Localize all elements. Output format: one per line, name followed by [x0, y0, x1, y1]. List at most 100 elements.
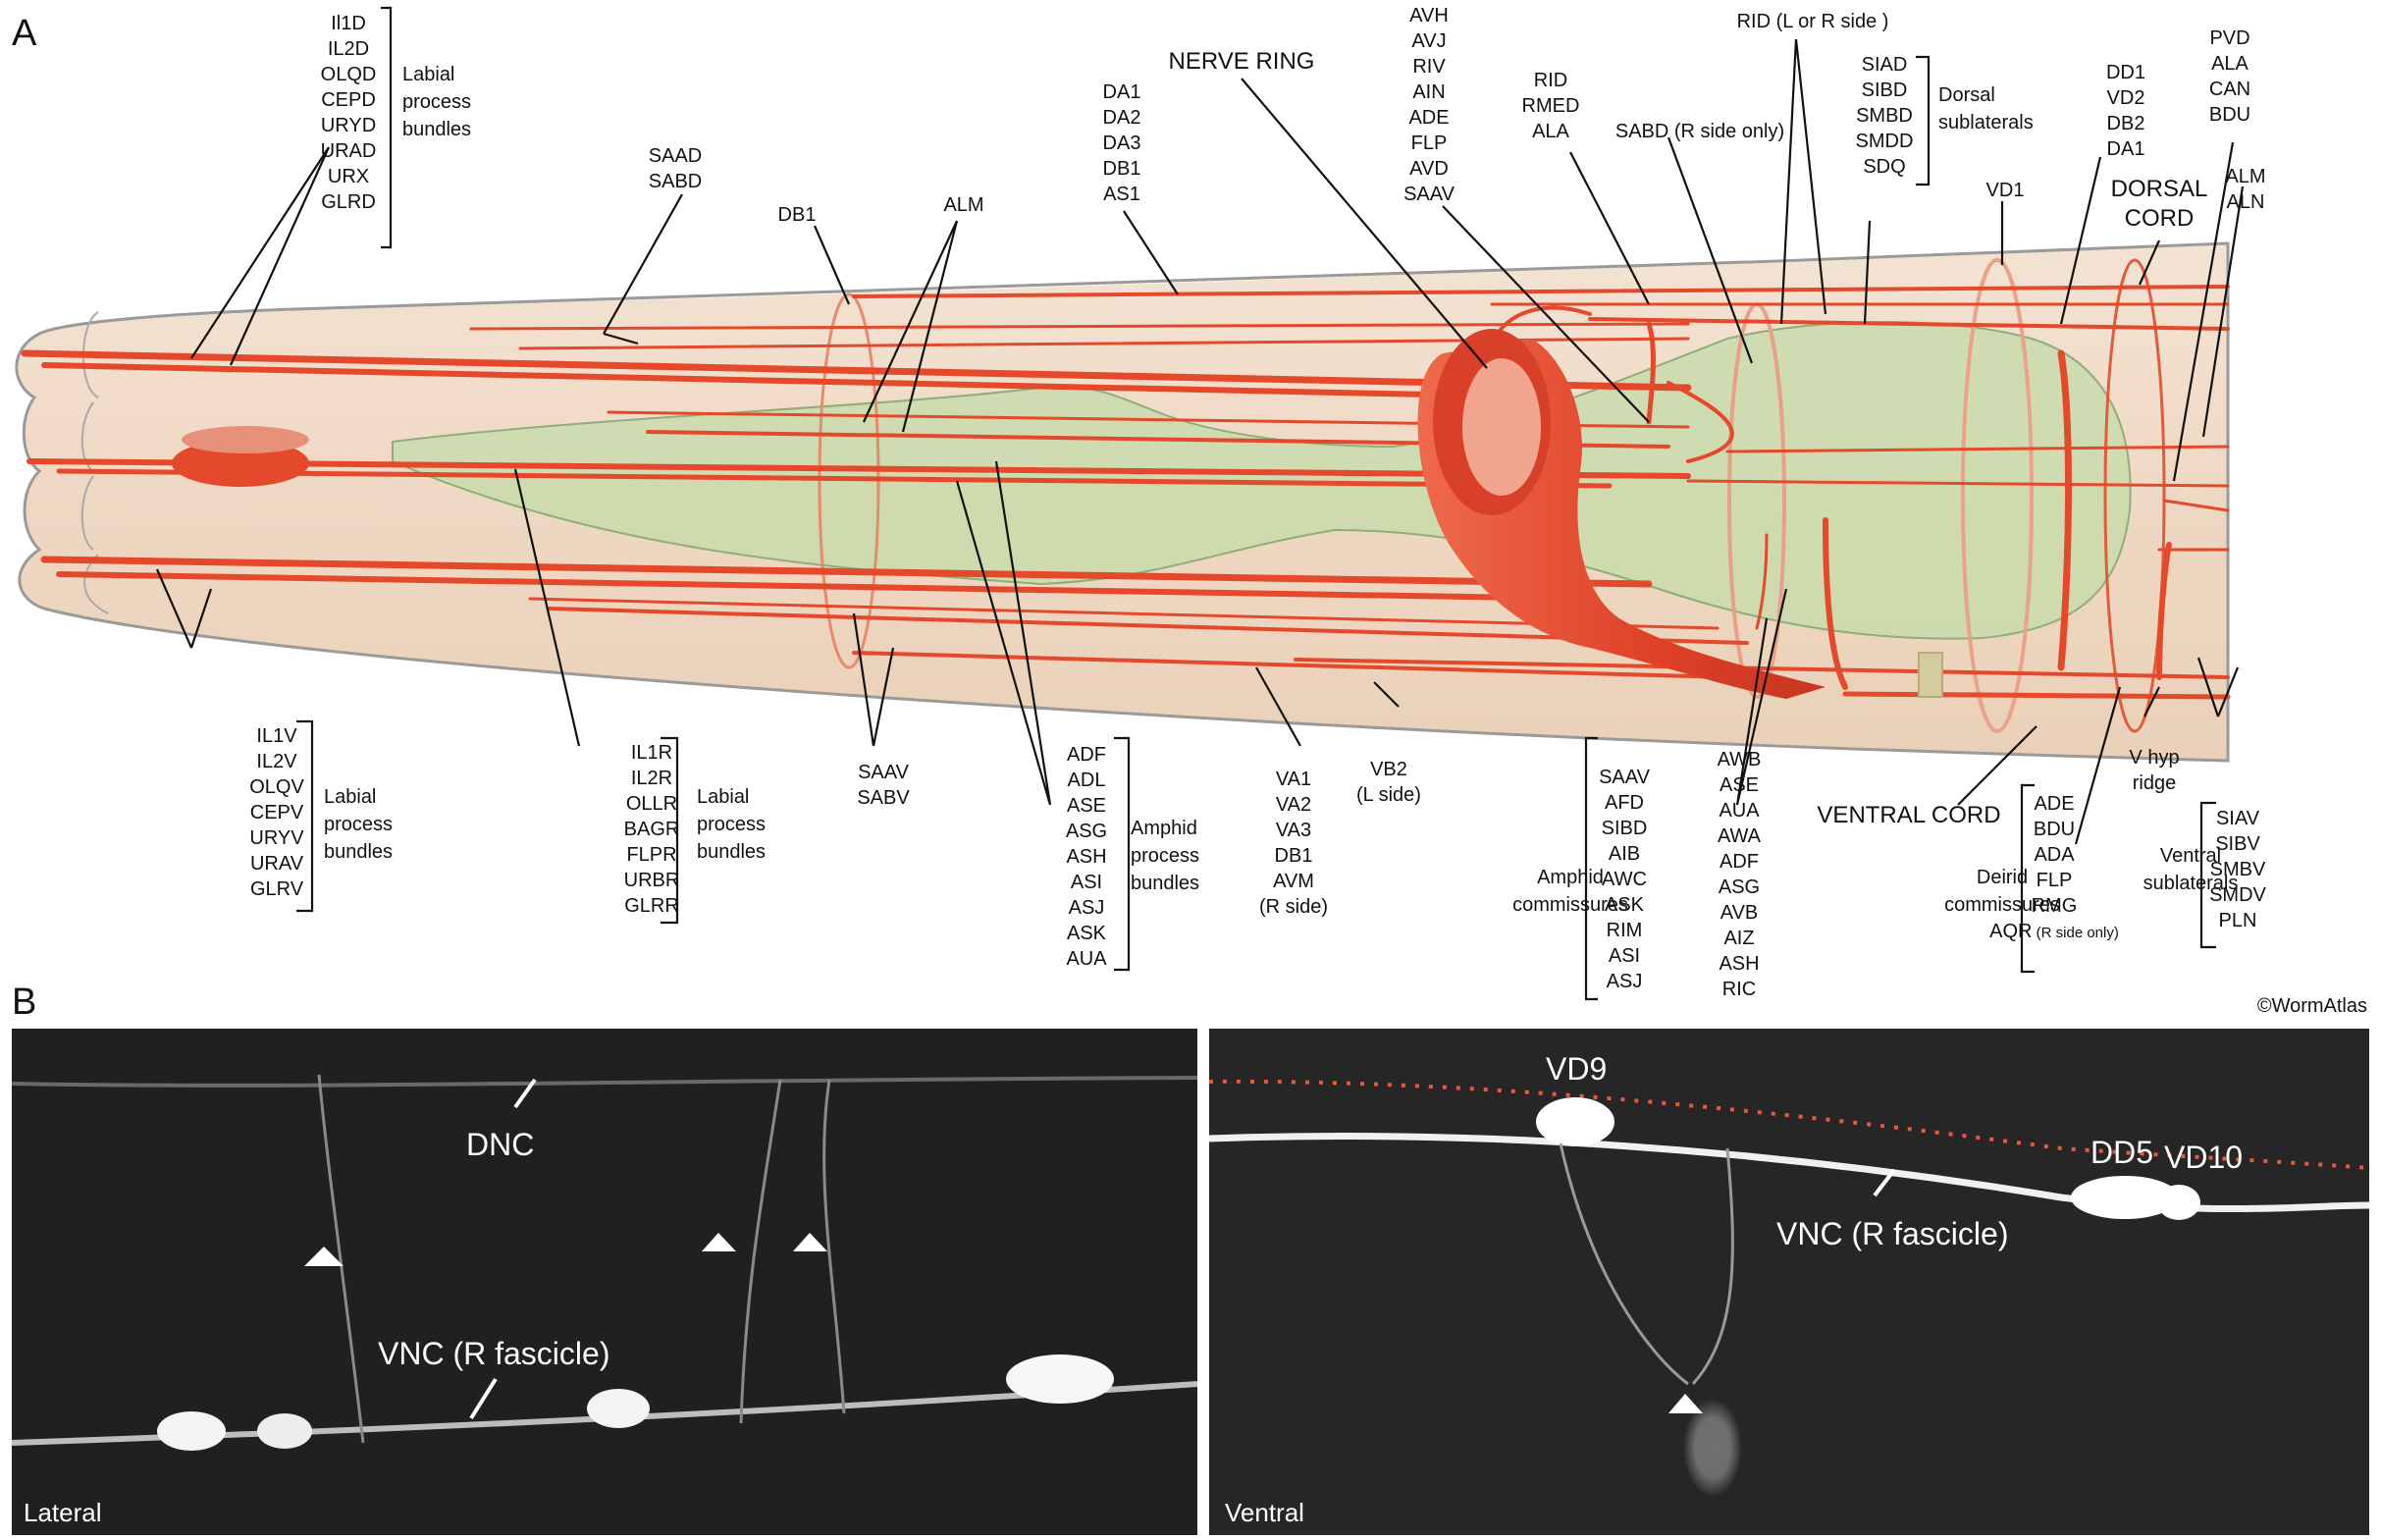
- leader-lines: [155, 38, 2245, 845]
- label-deirid-5: AQR (R side only): [1989, 921, 2119, 942]
- label-dorsal-sublaterals-2: SMBD: [1856, 105, 1913, 127]
- caption-ventral-sublaterals-1: sublaterals: [2143, 873, 2239, 894]
- label-avh-group-2: RIV: [1412, 56, 1446, 78]
- label-deirid-4: RMG: [2032, 895, 2078, 917]
- arrowhead-4: [1668, 1394, 1703, 1413]
- caption-labial-dorsal-1: process: [402, 91, 471, 113]
- label-amphid-process-1: ADL: [1068, 770, 1106, 791]
- label-dd1-group-3: DA1: [2107, 138, 2145, 160]
- panel-b-letter: B: [12, 982, 36, 1023]
- copyright: ©WormAtlas: [2257, 995, 2367, 1017]
- label-da-group-3: DB1: [1103, 158, 1141, 180]
- label-labial-dorsal-7: GLRD: [321, 191, 376, 213]
- caption-dorsal-sublaterals-0: Dorsal: [1938, 84, 1995, 106]
- label-amphid-commissures-right-1: ASE: [1720, 774, 1759, 796]
- label-labial-right-5: URBR: [624, 870, 680, 891]
- corner-ventral: Ventral: [1225, 1498, 1304, 1527]
- label-dd5: DD5: [2090, 1135, 2153, 1170]
- arrowhead-1: [304, 1247, 344, 1266]
- label-dorsal-sublaterals-1: SIBD: [1862, 80, 1908, 101]
- label-v-hyp-0: V hyp: [2129, 747, 2179, 769]
- label-va-group-4: AVM: [1273, 871, 1314, 892]
- commissure-ring-3: [1961, 258, 2034, 733]
- label-avh-group-7: SAAV: [1403, 184, 1455, 205]
- label-amphid-commissures-right-7: AIZ: [1723, 928, 1754, 949]
- label-labial-dorsal-1: IL2D: [328, 38, 369, 60]
- caption-dorsal-sublaterals-1: sublaterals: [1938, 112, 2034, 133]
- label-alm-aln-0: ALM: [2225, 166, 2265, 187]
- label-amphid-process-8: AUA: [1066, 948, 1107, 970]
- ventral-post: [1918, 652, 1943, 698]
- label-amphid-process-3: ASG: [1066, 821, 1107, 842]
- label-deirid-2: ADA: [2034, 844, 2075, 866]
- caption-labial-lateral-1: process: [324, 814, 393, 835]
- label-ventral-sublaterals-4: PLN: [2219, 910, 2257, 931]
- label-amphid-process-4: ASH: [1066, 846, 1106, 868]
- label-amphid-process-6: ASJ: [1069, 897, 1105, 919]
- label-amphid-process-7: ASK: [1067, 923, 1107, 944]
- label-amphid-commissures-right-4: ADF: [1720, 851, 1759, 873]
- label-labial-lateral-5: URAV: [250, 853, 304, 875]
- label-saad-sabd-0: SAAD: [649, 145, 702, 167]
- label-labial-lateral-3: CEPV: [250, 802, 304, 823]
- label-amphid-commissures-right-0: AWB: [1718, 749, 1762, 770]
- label-rid-group-0: RID: [1534, 70, 1567, 91]
- label-amphid-commissures-right-6: AVB: [1720, 902, 1759, 924]
- label-rid-group-1: RMED: [1522, 95, 1580, 117]
- caption-labial-right-1: process: [697, 814, 766, 835]
- caption-labial-dorsal-0: Labial: [402, 64, 454, 85]
- caption-labial-right-2: bundles: [697, 841, 766, 863]
- label-ventral-cord-0: VENTRAL CORD: [1817, 802, 2000, 828]
- brackets: [296, 6, 2216, 1001]
- label-amphid-commissures-left-7: ASI: [1609, 945, 1640, 967]
- label-rid-group-2: ALA: [1532, 121, 1569, 142]
- label-da-group-0: DA1: [1103, 81, 1141, 103]
- label-dd1-group-0: DD1: [2106, 62, 2145, 83]
- label-deirid-1: BDU: [2034, 819, 2075, 840]
- label-amphid-commissures-right-8: ASH: [1719, 953, 1759, 975]
- label-amphid-commissures-left-4: AWC: [1602, 869, 1647, 890]
- label-pvd-group-2: CAN: [2209, 79, 2250, 100]
- label-deirid-3: FLP: [2037, 870, 2073, 891]
- label-dnc: DNC: [466, 1127, 534, 1162]
- label-labial-lateral-4: URYV: [249, 827, 304, 849]
- caption-ventral-sublaterals-0: Ventral: [2160, 845, 2221, 867]
- label-amphid-commissures-left-5: ASK: [1605, 894, 1645, 916]
- label-amphid-commissures-right-9: RIC: [1722, 979, 1756, 1000]
- label-avh-group-6: AVD: [1409, 158, 1449, 180]
- label-amphid-commissures-right-5: ASG: [1719, 876, 1760, 898]
- label-ventral-sublaterals-0: SIAV: [2216, 808, 2260, 829]
- label-amphid-commissures-left-0: SAAV: [1599, 767, 1651, 788]
- label-amphid-process-2: ASE: [1067, 795, 1106, 817]
- neuron-processes: [21, 285, 2231, 700]
- label-vd1-0: VD1: [1986, 180, 2025, 201]
- label-va-group-2: VA3: [1276, 820, 1311, 841]
- label-pvd-group-1: ALA: [2211, 53, 2249, 75]
- label-alm-aln-1: ALN: [2227, 191, 2265, 213]
- caption-amphid-process-1: process: [1131, 845, 1199, 867]
- label-va-group-5: (R side): [1259, 896, 1328, 918]
- label-saad-sabd-1: SABD: [649, 171, 702, 192]
- micrograph-ventral: [1208, 1029, 2370, 1535]
- label-saav-sabv-1: SABV: [857, 787, 910, 809]
- label-labial-right-2: OLLR: [626, 793, 677, 815]
- label-avh-group-0: AVH: [1409, 5, 1449, 27]
- caption-deirid-0: Deirid: [1977, 867, 2028, 888]
- label-labial-dorsal-3: CEPD: [321, 89, 376, 111]
- label-pvd-group-3: BDU: [2209, 104, 2250, 126]
- caption-amphid-process-2: bundles: [1131, 873, 1199, 894]
- label-labial-dorsal-4: URYD: [321, 115, 376, 136]
- label-v-hyp-1: ridge: [2133, 772, 2176, 794]
- label-labial-lateral-1: IL2V: [256, 751, 297, 772]
- label-labial-right-0: IL1R: [631, 742, 672, 764]
- label-dd1-group-2: DB2: [2107, 113, 2145, 134]
- caption-labial-dorsal-2: bundles: [402, 119, 471, 140]
- caption-labial-lateral-2: bundles: [324, 841, 393, 863]
- label-dorsal-cord-0: DORSAL: [2111, 176, 2208, 202]
- label-labial-lateral-2: OLQV: [249, 776, 304, 798]
- label-dorsal-sublaterals-0: SIAD: [1862, 54, 1908, 76]
- label-labial-dorsal-6: URX: [328, 166, 369, 187]
- caption-amphid-commissures-left-1: commissures: [1512, 894, 1628, 916]
- label-avh-group-5: FLP: [1411, 133, 1448, 154]
